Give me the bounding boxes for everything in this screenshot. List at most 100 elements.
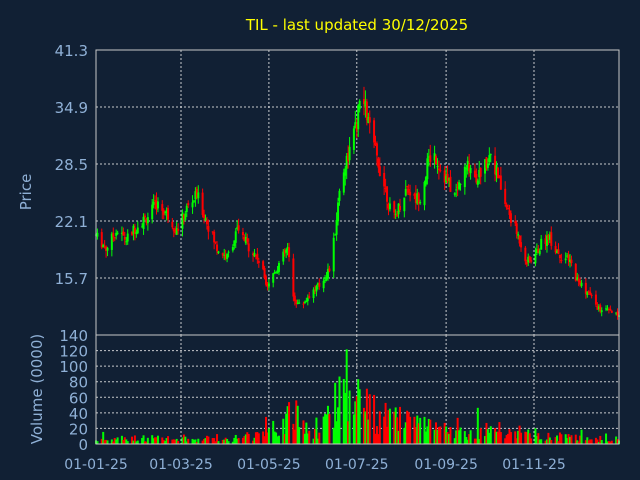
- volume-bar: [414, 427, 417, 444]
- candle-body: [574, 263, 577, 281]
- volume-bar: [308, 430, 311, 444]
- candle-body: [509, 213, 512, 223]
- candle-body: [463, 166, 466, 188]
- candle-body: [216, 244, 219, 252]
- volume-bar: [113, 437, 116, 444]
- candle-body: [141, 226, 144, 228]
- volume-bar: [484, 436, 487, 444]
- candle-body: [234, 231, 237, 243]
- volume-bar: [247, 433, 250, 444]
- candle-body: [298, 302, 301, 304]
- candle-body: [577, 278, 580, 282]
- volume-bar: [116, 437, 119, 444]
- volume-y-tick-label: 100: [59, 358, 88, 376]
- volume-bar: [558, 432, 561, 444]
- volume-bar: [174, 439, 177, 444]
- volume-bar: [292, 423, 295, 444]
- candle-body: [315, 286, 318, 292]
- candle-body: [224, 254, 227, 259]
- volume-bar: [550, 439, 553, 444]
- candle-body: [409, 191, 412, 196]
- candle-body: [335, 220, 338, 235]
- candle-body: [416, 193, 419, 204]
- volume-bar: [165, 438, 168, 444]
- candle-body: [194, 191, 197, 200]
- candle-body: [256, 253, 259, 260]
- volume-bar: [530, 438, 533, 444]
- volume-bar: [597, 441, 600, 444]
- candle-body: [266, 283, 269, 287]
- candle-body: [609, 308, 612, 310]
- candle-body: [213, 231, 216, 243]
- candle-body: [100, 232, 103, 248]
- candle-body: [594, 294, 597, 305]
- candle-body: [386, 186, 389, 202]
- volume-bar: [394, 407, 397, 444]
- candle-body: [605, 308, 608, 310]
- volume-bar: [498, 422, 501, 444]
- candle-body: [394, 213, 397, 215]
- candle-body: [455, 189, 458, 191]
- volume-bar: [458, 430, 461, 444]
- volume-bar: [184, 436, 187, 444]
- candle-body: [439, 170, 442, 172]
- candle-body: [458, 182, 461, 190]
- candle-body: [507, 207, 510, 209]
- price-axis-label: Price: [17, 174, 35, 211]
- volume-bar: [362, 407, 365, 444]
- candle-body: [375, 143, 378, 156]
- volume-bar: [254, 432, 257, 444]
- candle-body: [364, 101, 367, 108]
- candle-body: [564, 258, 567, 261]
- candle-body: [505, 204, 508, 208]
- volume-bar: [544, 440, 547, 444]
- volume-bar: [342, 378, 345, 444]
- candle-body: [557, 249, 560, 254]
- volume-bar: [605, 433, 608, 444]
- volume-bar: [476, 407, 479, 444]
- volume-bar: [106, 440, 109, 444]
- volume-bar: [577, 441, 580, 444]
- volume-panel-frame: [95, 334, 620, 445]
- candle-body: [419, 202, 422, 204]
- volume-bar: [204, 438, 207, 444]
- candle-body: [277, 263, 280, 272]
- volume-bar: [368, 394, 371, 444]
- price-y-tick-label: 140: [59, 327, 88, 345]
- volume-bar: [312, 438, 315, 444]
- volume-bar: [334, 382, 337, 444]
- volume-bar: [538, 439, 541, 444]
- volume-bar: [399, 406, 402, 444]
- candle-body: [326, 268, 329, 279]
- candle-body: [495, 164, 498, 176]
- volume-bar: [216, 434, 219, 444]
- volume-bar: [426, 426, 429, 444]
- volume-bar: [344, 392, 347, 444]
- candle-body: [498, 175, 501, 179]
- volume-bar: [226, 438, 229, 444]
- candle-body: [161, 204, 164, 211]
- candle-body: [527, 256, 530, 263]
- candle-body: [488, 155, 491, 163]
- candle-body: [182, 214, 185, 219]
- candle-body: [597, 306, 600, 310]
- volume-bar: [155, 437, 158, 444]
- candle-body: [406, 185, 409, 187]
- candle-body: [397, 203, 400, 215]
- volume-bar: [282, 418, 285, 444]
- candle-body: [567, 254, 570, 261]
- candle-body: [615, 312, 618, 314]
- volume-bar: [123, 437, 126, 444]
- volume-bar: [352, 414, 355, 444]
- candle-body: [288, 247, 291, 258]
- volume-bar: [211, 437, 214, 444]
- volume-bar: [486, 429, 489, 444]
- volume-bar: [596, 439, 599, 444]
- volume-bar: [233, 437, 236, 444]
- volume-bar: [335, 421, 338, 444]
- volume-bar: [156, 435, 159, 444]
- candle-body: [377, 158, 380, 168]
- candle-body: [473, 170, 476, 178]
- volume-bar: [194, 439, 197, 444]
- volume-bar: [266, 432, 269, 444]
